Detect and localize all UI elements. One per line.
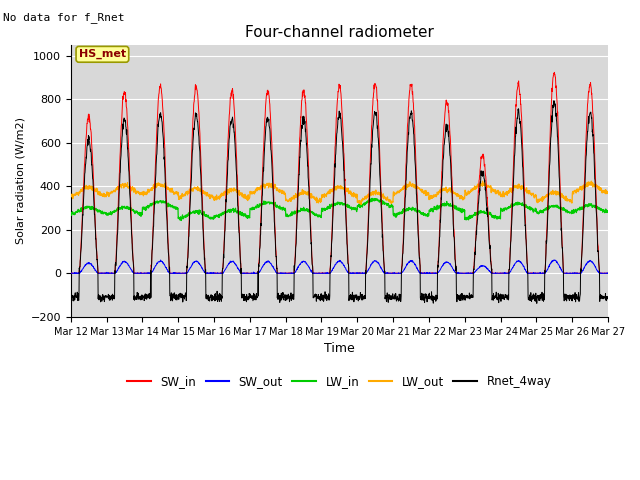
Text: HS_met: HS_met (79, 49, 126, 60)
Y-axis label: Solar radiation (W/m2): Solar radiation (W/m2) (15, 118, 25, 244)
Legend: SW_in, SW_out, LW_in, LW_out, Rnet_4way: SW_in, SW_out, LW_in, LW_out, Rnet_4way (123, 370, 556, 393)
Title: Four-channel radiometer: Four-channel radiometer (245, 24, 434, 39)
Text: No data for f_Rnet: No data for f_Rnet (3, 12, 125, 23)
X-axis label: Time: Time (324, 342, 355, 355)
